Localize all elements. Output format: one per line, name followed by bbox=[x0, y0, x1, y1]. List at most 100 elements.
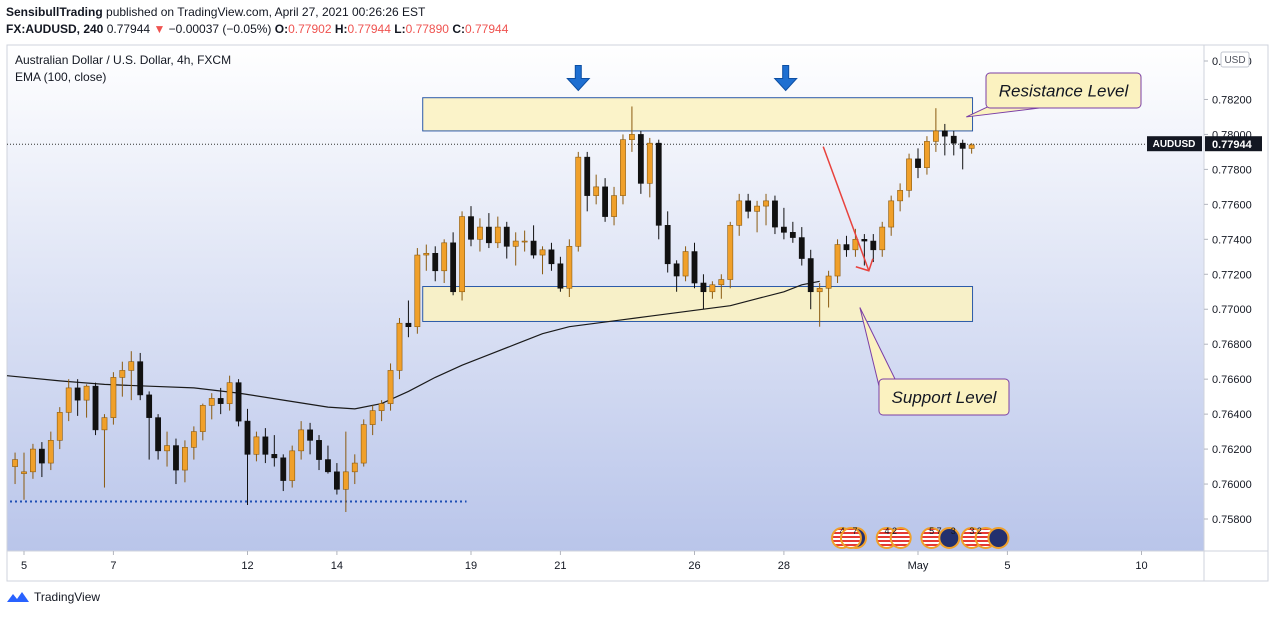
event-marker[interactable]: 4 2 bbox=[875, 526, 912, 549]
ohlc-line: FX:AUDUSD, 240 0.77944 ▼ −0.00037 (−0.05… bbox=[6, 22, 508, 36]
y-tick-label: 0.77400 bbox=[1212, 234, 1252, 246]
candle bbox=[485, 213, 492, 249]
candle-body bbox=[611, 195, 617, 217]
candle bbox=[164, 431, 170, 467]
candle-body bbox=[235, 382, 242, 422]
candle-body bbox=[915, 158, 921, 168]
candle-body bbox=[798, 237, 805, 259]
candle bbox=[646, 137, 653, 198]
candle bbox=[468, 206, 474, 247]
candle bbox=[459, 211, 465, 301]
candle bbox=[834, 239, 841, 284]
candle bbox=[539, 246, 546, 275]
candle bbox=[503, 221, 510, 259]
down-arrow-icon: ▼ bbox=[153, 22, 166, 36]
candle-body bbox=[387, 370, 394, 404]
candle-body bbox=[736, 200, 743, 226]
candle-body bbox=[137, 361, 144, 396]
y-tick-label: 0.77600 bbox=[1212, 199, 1252, 211]
event-marker[interactable]: 7 bbox=[839, 526, 862, 549]
candle-body bbox=[718, 279, 725, 286]
symbol-tag-label: AUDUSD bbox=[1153, 139, 1196, 150]
candle-body bbox=[316, 440, 322, 460]
x-tick-label: 12 bbox=[241, 560, 253, 572]
tradingview-logo-icon bbox=[7, 592, 29, 602]
candle-body bbox=[852, 239, 859, 251]
x-tick-label: 26 bbox=[688, 560, 700, 572]
candle-body bbox=[468, 216, 474, 240]
candle bbox=[110, 372, 117, 425]
candle-body bbox=[709, 284, 716, 293]
resistance-zone[interactable] bbox=[422, 97, 974, 132]
candle bbox=[262, 428, 269, 464]
candle-body bbox=[539, 249, 546, 256]
published-text: published on TradingView.com, April 27, … bbox=[106, 5, 426, 19]
candle-body bbox=[950, 135, 957, 144]
candle bbox=[298, 421, 305, 460]
candle bbox=[754, 200, 760, 233]
candle bbox=[244, 408, 251, 506]
candle-body bbox=[208, 398, 215, 406]
candle bbox=[655, 139, 662, 240]
us-flag-icon bbox=[839, 527, 862, 549]
candle-body bbox=[503, 226, 510, 247]
candle-body bbox=[700, 282, 707, 293]
event-marker[interactable]: 3 bbox=[938, 526, 961, 549]
candle-body bbox=[378, 403, 385, 411]
ema-line bbox=[6, 280, 820, 410]
candle bbox=[307, 422, 313, 455]
candle-body bbox=[825, 275, 832, 289]
candle bbox=[101, 414, 108, 488]
candle bbox=[691, 242, 698, 289]
candle-body bbox=[843, 244, 850, 251]
candle bbox=[396, 317, 403, 380]
candle bbox=[119, 361, 126, 397]
resistance-callout[interactable]: Resistance Level bbox=[966, 72, 1142, 118]
candle-body bbox=[861, 239, 868, 242]
support-zone[interactable] bbox=[422, 286, 974, 322]
candle-body bbox=[655, 142, 662, 226]
candle bbox=[92, 382, 99, 436]
candle-body bbox=[593, 186, 600, 196]
candle bbox=[637, 130, 644, 194]
legend-title: Australian Dollar / U.S. Dollar, 4h, FXC… bbox=[15, 53, 231, 67]
candle bbox=[888, 195, 895, 236]
candle bbox=[620, 134, 626, 205]
candle-body bbox=[146, 394, 153, 418]
x-tick-label: 28 bbox=[778, 560, 790, 572]
price-change: −0.00037 (−0.05%) bbox=[168, 22, 272, 36]
candle bbox=[575, 151, 582, 252]
candle-body bbox=[110, 377, 117, 418]
candle bbox=[682, 246, 689, 282]
candle-body bbox=[83, 385, 90, 401]
currency-badge-label: USD bbox=[1224, 55, 1245, 66]
candle bbox=[494, 216, 501, 249]
candle-body bbox=[968, 144, 975, 149]
support-callout[interactable]: Support Level bbox=[859, 307, 1010, 416]
candle bbox=[155, 414, 161, 460]
candle-body bbox=[307, 429, 313, 441]
candle-body bbox=[414, 254, 421, 328]
event-marker[interactable] bbox=[987, 527, 1010, 549]
candle bbox=[325, 445, 331, 474]
candle bbox=[378, 400, 385, 422]
candle bbox=[271, 435, 278, 467]
candle bbox=[673, 260, 680, 292]
footer-brand[interactable]: TradingView bbox=[6, 590, 100, 604]
close-value: 0.77944 bbox=[464, 22, 509, 36]
currency-badge[interactable]: USD bbox=[1220, 51, 1250, 68]
candle bbox=[477, 218, 483, 252]
open-value: 0.77902 bbox=[288, 22, 332, 36]
y-tick-label: 0.76400 bbox=[1212, 409, 1252, 421]
projection-arrowhead-icon bbox=[855, 258, 874, 272]
candle-body bbox=[673, 263, 680, 277]
candle-body bbox=[38, 448, 45, 464]
candle-body bbox=[870, 240, 877, 251]
y-tick-label: 0.76000 bbox=[1212, 479, 1252, 491]
candle bbox=[727, 221, 734, 289]
candle bbox=[602, 178, 608, 222]
event-count: 5 7 bbox=[929, 526, 942, 536]
candle bbox=[21, 452, 27, 500]
down-arrow-icon bbox=[566, 64, 591, 92]
